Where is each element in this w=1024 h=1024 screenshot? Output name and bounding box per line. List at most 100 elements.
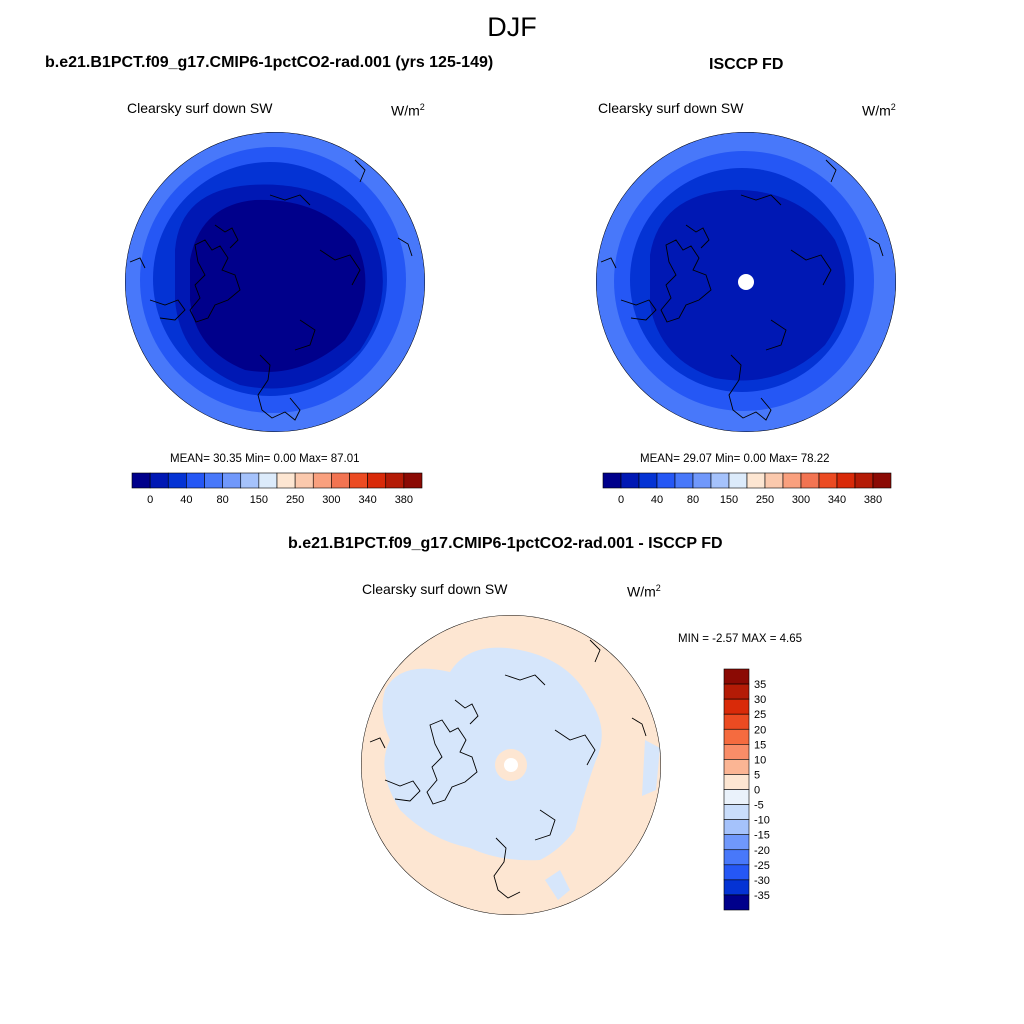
map-obs	[596, 132, 896, 432]
colorbar-swatch	[723, 894, 750, 911]
colorbar-tick-label: 150	[250, 494, 268, 506]
colorbar-tick-label: -10	[754, 815, 770, 827]
colorbar-obs: 0 40 80 150 250 300 340 380	[602, 472, 892, 506]
colorbar-swatch	[723, 668, 750, 685]
colorbar-swatch	[638, 472, 658, 489]
colorbar-swatch	[312, 472, 332, 489]
colorbar-swatch	[723, 713, 750, 730]
panel-title-obs: ISCCP FD	[709, 56, 784, 73]
colorbar-swatch	[620, 472, 640, 489]
colorbar-swatch	[723, 864, 750, 881]
colorbar-swatch	[723, 789, 750, 805]
colorbar-tick-label: -5	[754, 800, 764, 812]
colorbar-tick-label: 10	[754, 754, 766, 766]
colorbar-tick-label: 35	[754, 679, 766, 691]
colorbar-swatch	[723, 698, 750, 715]
colorbar-swatch	[723, 759, 750, 775]
colorbar-swatch	[782, 472, 802, 489]
colorbar-swatch	[723, 819, 750, 835]
panel-units-diff: W/m2	[627, 583, 661, 600]
colorbar-swatch	[723, 804, 750, 820]
stats-diff: MIN = -2.57 MAX = 4.65	[678, 633, 803, 645]
colorbar-swatch	[186, 472, 205, 489]
colorbar-tick-label: 40	[180, 494, 192, 506]
panel-title-model: b.e21.B1PCT.f09_g17.CMIP6-1pctCO2-rad.00…	[45, 54, 494, 71]
colorbar-tick-label: 380	[395, 494, 413, 506]
coastlines-obs	[600, 159, 884, 421]
colorbar-tick-label: 380	[864, 494, 882, 506]
colorbar-swatch	[723, 728, 750, 745]
colorbar-swatch	[131, 472, 151, 489]
colorbar-model: 0 40 80 150 250 300 340 380	[131, 472, 423, 506]
colorbar-tick-label: 340	[358, 494, 376, 506]
colorbar-tick-label: 250	[286, 494, 304, 506]
colorbar-tick-label: 0	[147, 494, 153, 506]
colorbar-swatch	[276, 472, 296, 489]
colorbar-diff: 35 30 25 20 15 10 5 0 -5 -10 -15 -20 -25 -30 -35	[723, 668, 770, 911]
colorbar-swatch	[728, 472, 748, 489]
colorbar-tick-label: 150	[720, 494, 738, 506]
colorbar-swatch	[349, 472, 368, 489]
colorbar-swatch	[367, 472, 387, 489]
colorbar-swatch	[723, 774, 750, 790]
colorbar-swatch	[385, 472, 405, 489]
colorbar-tick-label: 250	[756, 494, 774, 506]
colorbar-tick-label: 300	[322, 494, 340, 506]
colorbar-swatch	[764, 472, 784, 489]
colorbar-swatch	[258, 472, 278, 489]
colorbar-swatch	[222, 472, 242, 489]
colorbar-tick-label: 30	[754, 694, 766, 706]
panel-units-model: W/m2	[391, 102, 425, 119]
colorbar-swatch	[710, 472, 730, 489]
colorbar-tick-label: 25	[754, 709, 766, 721]
colorbar-tick-label: 40	[651, 494, 663, 506]
colorbar-tick-label: -25	[754, 860, 770, 872]
colorbar-tick-label: -20	[754, 845, 770, 857]
panel-variable-obs: Clearsky surf down SW	[598, 100, 744, 116]
colorbar-swatch	[331, 472, 350, 489]
colorbar-swatch	[240, 472, 260, 489]
colorbar-tick-label: 0	[618, 494, 624, 506]
coastlines-diff	[369, 639, 647, 899]
colorbar-tick-label: 15	[754, 739, 766, 751]
colorbar-swatch	[167, 472, 187, 489]
colorbar-swatch	[854, 472, 874, 489]
stats-obs: MEAN= 29.07 Min= 0.00 Max= 78.22	[640, 453, 830, 465]
colorbar-tick-label: 300	[792, 494, 810, 506]
colorbar-swatch	[723, 879, 750, 896]
map-diff	[361, 615, 661, 915]
colorbar-swatch	[872, 472, 892, 489]
figure-title: DJF	[487, 12, 537, 42]
panel-variable-diff: Clearsky surf down SW	[362, 581, 508, 597]
colorbar-tick-label: 0	[754, 785, 760, 797]
colorbar-tick-label: 20	[754, 724, 766, 736]
panel-title-diff: b.e21.B1PCT.f09_g17.CMIP6-1pctCO2-rad.00…	[288, 535, 723, 552]
colorbar-swatch	[836, 472, 856, 489]
colorbar-swatch	[656, 472, 676, 489]
colorbar-swatch	[800, 472, 820, 489]
stats-model: MEAN= 30.35 Min= 0.00 Max= 87.01	[170, 453, 360, 465]
colorbar-swatch	[674, 472, 694, 489]
colorbar-tick-label: 80	[687, 494, 699, 506]
colorbar-tick-label: 80	[217, 494, 229, 506]
colorbar-swatch	[204, 472, 223, 489]
colorbar-swatch	[723, 683, 750, 700]
colorbar-tick-label: 340	[828, 494, 846, 506]
colorbar-tick-label: -15	[754, 830, 770, 842]
coastlines-model	[129, 159, 413, 421]
colorbar-swatch	[149, 472, 169, 489]
panel-variable-model: Clearsky surf down SW	[127, 100, 273, 116]
map-model	[125, 132, 425, 432]
colorbar-tick-label: 5	[754, 769, 760, 781]
panel-units-obs: W/m2	[862, 102, 896, 119]
colorbar-tick-label: -35	[754, 890, 770, 902]
colorbar-swatch	[723, 834, 750, 851]
colorbar-swatch	[746, 472, 766, 489]
colorbar-swatch	[723, 849, 750, 866]
colorbar-swatch	[403, 472, 423, 489]
colorbar-swatch	[602, 472, 622, 489]
colorbar-swatch	[692, 472, 712, 489]
colorbar-swatch	[723, 744, 750, 760]
colorbar-swatch	[294, 472, 314, 489]
